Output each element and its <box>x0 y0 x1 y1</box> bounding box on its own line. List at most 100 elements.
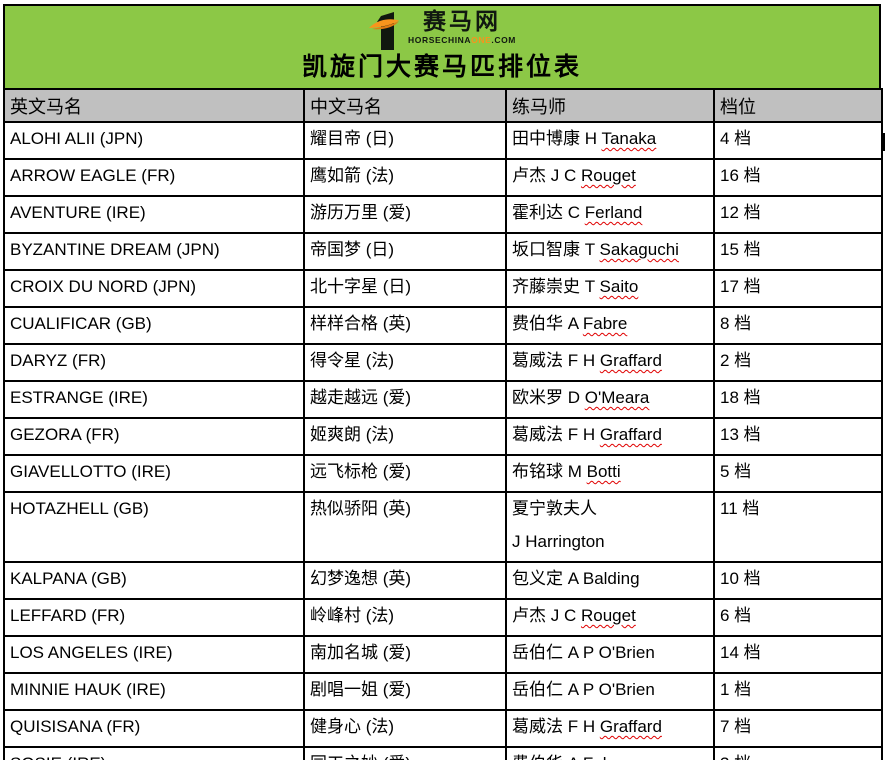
gate-number: 14 档 <box>713 635 883 674</box>
header-row: 英文马名 中文马名 练马师 档位 <box>3 88 883 123</box>
horse-name-en: LEFFARD (FR) <box>3 598 305 637</box>
trainer-name-cn: 齐藤崇史 <box>512 277 585 296</box>
trainer-cell: 卢杰 J C Rouget <box>505 158 715 197</box>
trainer-surname: Sakaguchi <box>599 240 679 259</box>
trainer-cell: 岳伯仁 A P O'Brien <box>505 635 715 674</box>
horse-name-en: QUISISANA (FR) <box>3 709 305 748</box>
table-row: LEFFARD (FR) 岭峰村 (法) 卢杰 J C Rouget 6 档 <box>3 598 883 637</box>
trainer-name-en: A Balding <box>567 569 640 588</box>
gate-number: 10 档 <box>713 561 883 600</box>
trainer-name-cn: 费伯华 <box>512 314 568 333</box>
horse-name-en: ESTRANGE (IRE) <box>3 380 305 419</box>
trainer-surname: Botti <box>586 462 621 481</box>
trainer-cell: 葛威法 F H Graffard <box>505 709 715 748</box>
site-tagline: HORSECHINAONE.COM <box>408 36 516 45</box>
trainer-surname: Saito <box>599 277 639 296</box>
trainer-surname: O'Brien <box>598 643 655 662</box>
horse-name-en: LOS ANGELES (IRE) <box>3 635 305 674</box>
gate-number: 16 档 <box>713 158 883 197</box>
text-cursor-artifact <box>883 133 885 151</box>
site-name: 赛马网 <box>422 8 501 34</box>
trainer-surname: Balding <box>582 569 640 588</box>
trainer-surname: Fabre <box>583 754 627 760</box>
trainer-surname: O'Meara <box>584 388 650 407</box>
horse-ranking-table: 英文马名 中文马名 练马师 档位 ALOHI ALII (JPN) 耀目帝 (日)… <box>3 88 883 760</box>
gate-number: 7 档 <box>713 709 883 748</box>
gate-number: 18 档 <box>713 380 883 419</box>
tagline-part-3: .COM <box>491 35 516 45</box>
trainer-name-en: A P O'Brien <box>567 680 655 699</box>
trainer-name-cn: 葛威法 <box>512 425 568 444</box>
table-row: SOSIE (IRE)同工之妙 (爱)费伯华 A Fabre3 档 <box>3 746 883 760</box>
table-row: GEZORA (FR) 姬爽朗 (法) 葛威法 F H Graffard 13 档 <box>3 417 883 456</box>
trainer-surname: Harrington <box>525 532 605 551</box>
trainer-cell: 欧米罗 D O'Meara <box>505 380 715 419</box>
trainer-surname: O'Brien <box>598 680 655 699</box>
table-row: ALOHI ALII (JPN) 耀目帝 (日) 田中博康 H Tanaka 4 档 <box>3 121 883 160</box>
trainer-name-en: T Sakaguchi <box>584 240 679 259</box>
trainer-name-en: D O'Meara <box>567 388 650 407</box>
trainer-surname: Graffard <box>599 717 662 736</box>
trainer-name-cn: 欧米罗 <box>512 388 568 407</box>
horse-name-en: ALOHI ALII (JPN) <box>3 121 305 160</box>
trainer-cell: 葛威法 F H Graffard <box>505 343 715 382</box>
trainer-name-en: F H Graffard <box>567 717 662 736</box>
trainer-name-cn: 田中博康 <box>512 129 585 148</box>
gate-number: 3 档 <box>713 746 883 760</box>
horse-name-cn: 得令星 (法) <box>303 343 507 382</box>
horse-name-cn: 热似骄阳 (英) <box>303 491 507 563</box>
gate-number: 11 档 <box>713 491 883 563</box>
trainer-cell: 包义定 A Balding <box>505 561 715 600</box>
trainer-surname: Graffard <box>599 425 662 444</box>
horse-name-en: SOSIE (IRE) <box>3 746 305 760</box>
column-header-chinese-name: 中文马名 <box>303 88 507 123</box>
trainer-name-en: A Fabre <box>567 314 628 333</box>
tagline-part-1: HORSECHINA <box>408 35 472 45</box>
document-sheet: 赛马网 HORSECHINAONE.COM 凯旋门大赛马匹排位表 英文马名 中文… <box>3 4 883 760</box>
page-title: 凯旋门大赛马匹排位表 <box>301 53 582 81</box>
trainer-name-en: A Fabre <box>568 754 628 760</box>
trainer-name-cn: 坂口智康 <box>512 240 585 259</box>
trainer-name-en: T Saito <box>584 277 639 296</box>
table-row: CROIX DU NORD (JPN) 北十字星 (日) 齐藤崇史 T Saito 1… <box>3 269 883 308</box>
trainer-name-cn: 卢杰 <box>512 606 551 625</box>
table-row: MINNIE HAUK (IRE) 剧唱一姐 (爱) 岳伯仁 A P O'Brien… <box>3 672 883 711</box>
table-row: BYZANTINE DREAM (JPN) 帝国梦 (日) 坂口智康 T Sakag… <box>3 232 883 271</box>
horse-tower-logo-icon <box>369 12 399 50</box>
trainer-name-en: M Botti <box>567 462 621 481</box>
horse-name-cn: 幻梦逸想 (英) <box>303 561 507 600</box>
horse-name-cn: 游历万里 (爱) <box>303 195 507 234</box>
table-row: AVENTURE (IRE) 游历万里 (爱) 霍利达 C Ferland 12 档 <box>3 195 883 234</box>
banner: 赛马网 HORSECHINAONE.COM 凯旋门大赛马匹排位表 <box>3 4 881 88</box>
logo-text-block: 赛马网 HORSECHINAONE.COM <box>408 10 516 45</box>
trainer-name-en: F H Graffard <box>567 425 662 444</box>
trainer-name-cn: 包义定 <box>512 569 568 588</box>
horse-name-cn: 同工之妙 (爱) <box>303 746 507 760</box>
horse-name-cn: 耀目帝 (日) <box>303 121 507 160</box>
trainer-cell: 齐藤崇史 T Saito <box>505 269 715 308</box>
tagline-part-2: ONE <box>471 35 492 45</box>
gate-number: 1 档 <box>713 672 883 711</box>
gate-number: 6 档 <box>713 598 883 637</box>
horse-name-cn: 样样合格 (英) <box>303 306 507 345</box>
trainer-name-en: J Harrington <box>512 532 605 551</box>
trainer-surname: Graffard <box>599 351 662 370</box>
trainer-surname: Fabre <box>582 314 628 333</box>
trainer-cell: 费伯华 A Fabre <box>505 306 715 345</box>
trainer-cell: 布铭球 M Botti <box>505 454 715 493</box>
horse-name-cn: 越走越远 (爱) <box>303 380 507 419</box>
trainer-cell: 葛威法 F H Graffard <box>505 417 715 456</box>
trainer-name-cn: 布铭球 <box>512 462 568 481</box>
gate-number: 13 档 <box>713 417 883 456</box>
table-row: KALPANA (GB) 幻梦逸想 (英) 包义定 A Balding 10 档 <box>3 561 883 600</box>
gate-number: 12 档 <box>713 195 883 234</box>
trainer-surname: Rouget <box>580 166 636 185</box>
table-row: QUISISANA (FR) 健身心 (法) 葛威法 F H Graffard 7 档 <box>3 709 883 748</box>
horse-name-cn: 鹰如箭 (法) <box>303 158 507 197</box>
horse-name-cn: 剧唱一姐 (爱) <box>303 672 507 711</box>
horse-name-cn: 姬爽朗 (法) <box>303 417 507 456</box>
trainer-cell: 卢杰 J C Rouget <box>505 598 715 637</box>
horse-name-cn: 帝国梦 (日) <box>303 232 507 271</box>
trainer-name-en: H Tanaka <box>584 129 657 148</box>
